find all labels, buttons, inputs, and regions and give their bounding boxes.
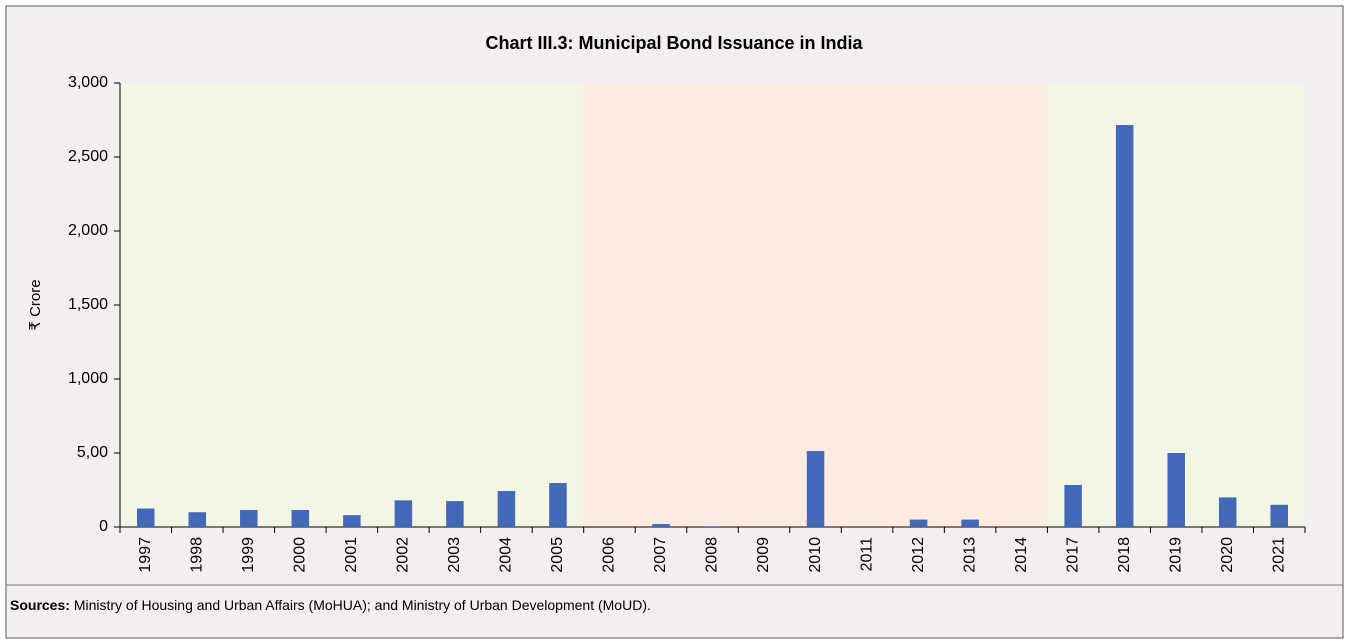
- x-tick-label: 2006: [601, 537, 618, 573]
- bar: [291, 509, 310, 527]
- bar: [240, 509, 258, 527]
- x-tick-label: 2009: [755, 537, 772, 573]
- bar: [961, 519, 979, 527]
- bar: [394, 500, 413, 527]
- x-tick-label: 2002: [395, 537, 412, 573]
- y-tick-label: 5,00: [77, 444, 108, 461]
- x-tick-label: 2014: [1013, 537, 1030, 573]
- source-label: Sources:: [10, 597, 70, 613]
- x-tick-label: 2001: [343, 537, 360, 573]
- bar: [137, 508, 155, 527]
- y-axis-label: ₹ Crore: [27, 279, 44, 330]
- x-tick-label: 1999: [240, 537, 257, 573]
- background-band: [120, 83, 584, 527]
- source-text: Ministry of Housing and Urban Affairs (M…: [74, 597, 651, 613]
- x-tick-label: 2010: [807, 537, 824, 573]
- y-tick-label: 0: [99, 518, 108, 535]
- bar: [549, 483, 567, 527]
- bar: [652, 524, 670, 527]
- bar: [909, 519, 928, 527]
- y-tick-label: 1,500: [68, 296, 108, 313]
- bar: [1115, 125, 1134, 528]
- bar: [497, 491, 516, 527]
- x-tick-label: 1998: [189, 537, 206, 573]
- bar: [1064, 484, 1082, 527]
- x-tick-label: 2003: [446, 537, 463, 573]
- x-tick-label: 2007: [652, 537, 669, 573]
- bar: [1218, 497, 1237, 527]
- x-tick-label: 2011: [858, 537, 875, 572]
- x-tick-label: 2000: [292, 537, 309, 573]
- x-tick-label: 1997: [137, 537, 154, 573]
- x-tick-label: 2017: [1064, 537, 1081, 573]
- bar: [1167, 453, 1185, 527]
- x-tick-label: 2004: [498, 537, 515, 573]
- x-tick-label: 2012: [910, 537, 927, 573]
- bar: [343, 515, 361, 527]
- x-tick-label: 2019: [1167, 537, 1184, 573]
- x-tick-label: 2021: [1270, 537, 1287, 573]
- chart-title: Chart III.3: Municipal Bond Issuance in …: [485, 33, 863, 53]
- source: Sources: Ministry of Housing and Urban A…: [10, 597, 651, 613]
- y-tick-label: 2,000: [68, 222, 108, 239]
- y-tick-label: 1,000: [68, 370, 108, 387]
- bar: [806, 451, 825, 527]
- x-tick-label: 2013: [961, 537, 978, 573]
- x-tick-label: 2020: [1219, 537, 1236, 573]
- bar: [703, 526, 722, 527]
- x-tick-label: 2008: [704, 537, 721, 573]
- bar: [446, 501, 464, 527]
- y-tick-label: 3,000: [68, 74, 108, 91]
- bar: [1270, 504, 1288, 527]
- bar: [188, 512, 207, 527]
- x-tick-label: 2005: [549, 537, 566, 573]
- x-tick-label: 2018: [1116, 537, 1133, 573]
- y-tick-label: 2,500: [68, 148, 108, 165]
